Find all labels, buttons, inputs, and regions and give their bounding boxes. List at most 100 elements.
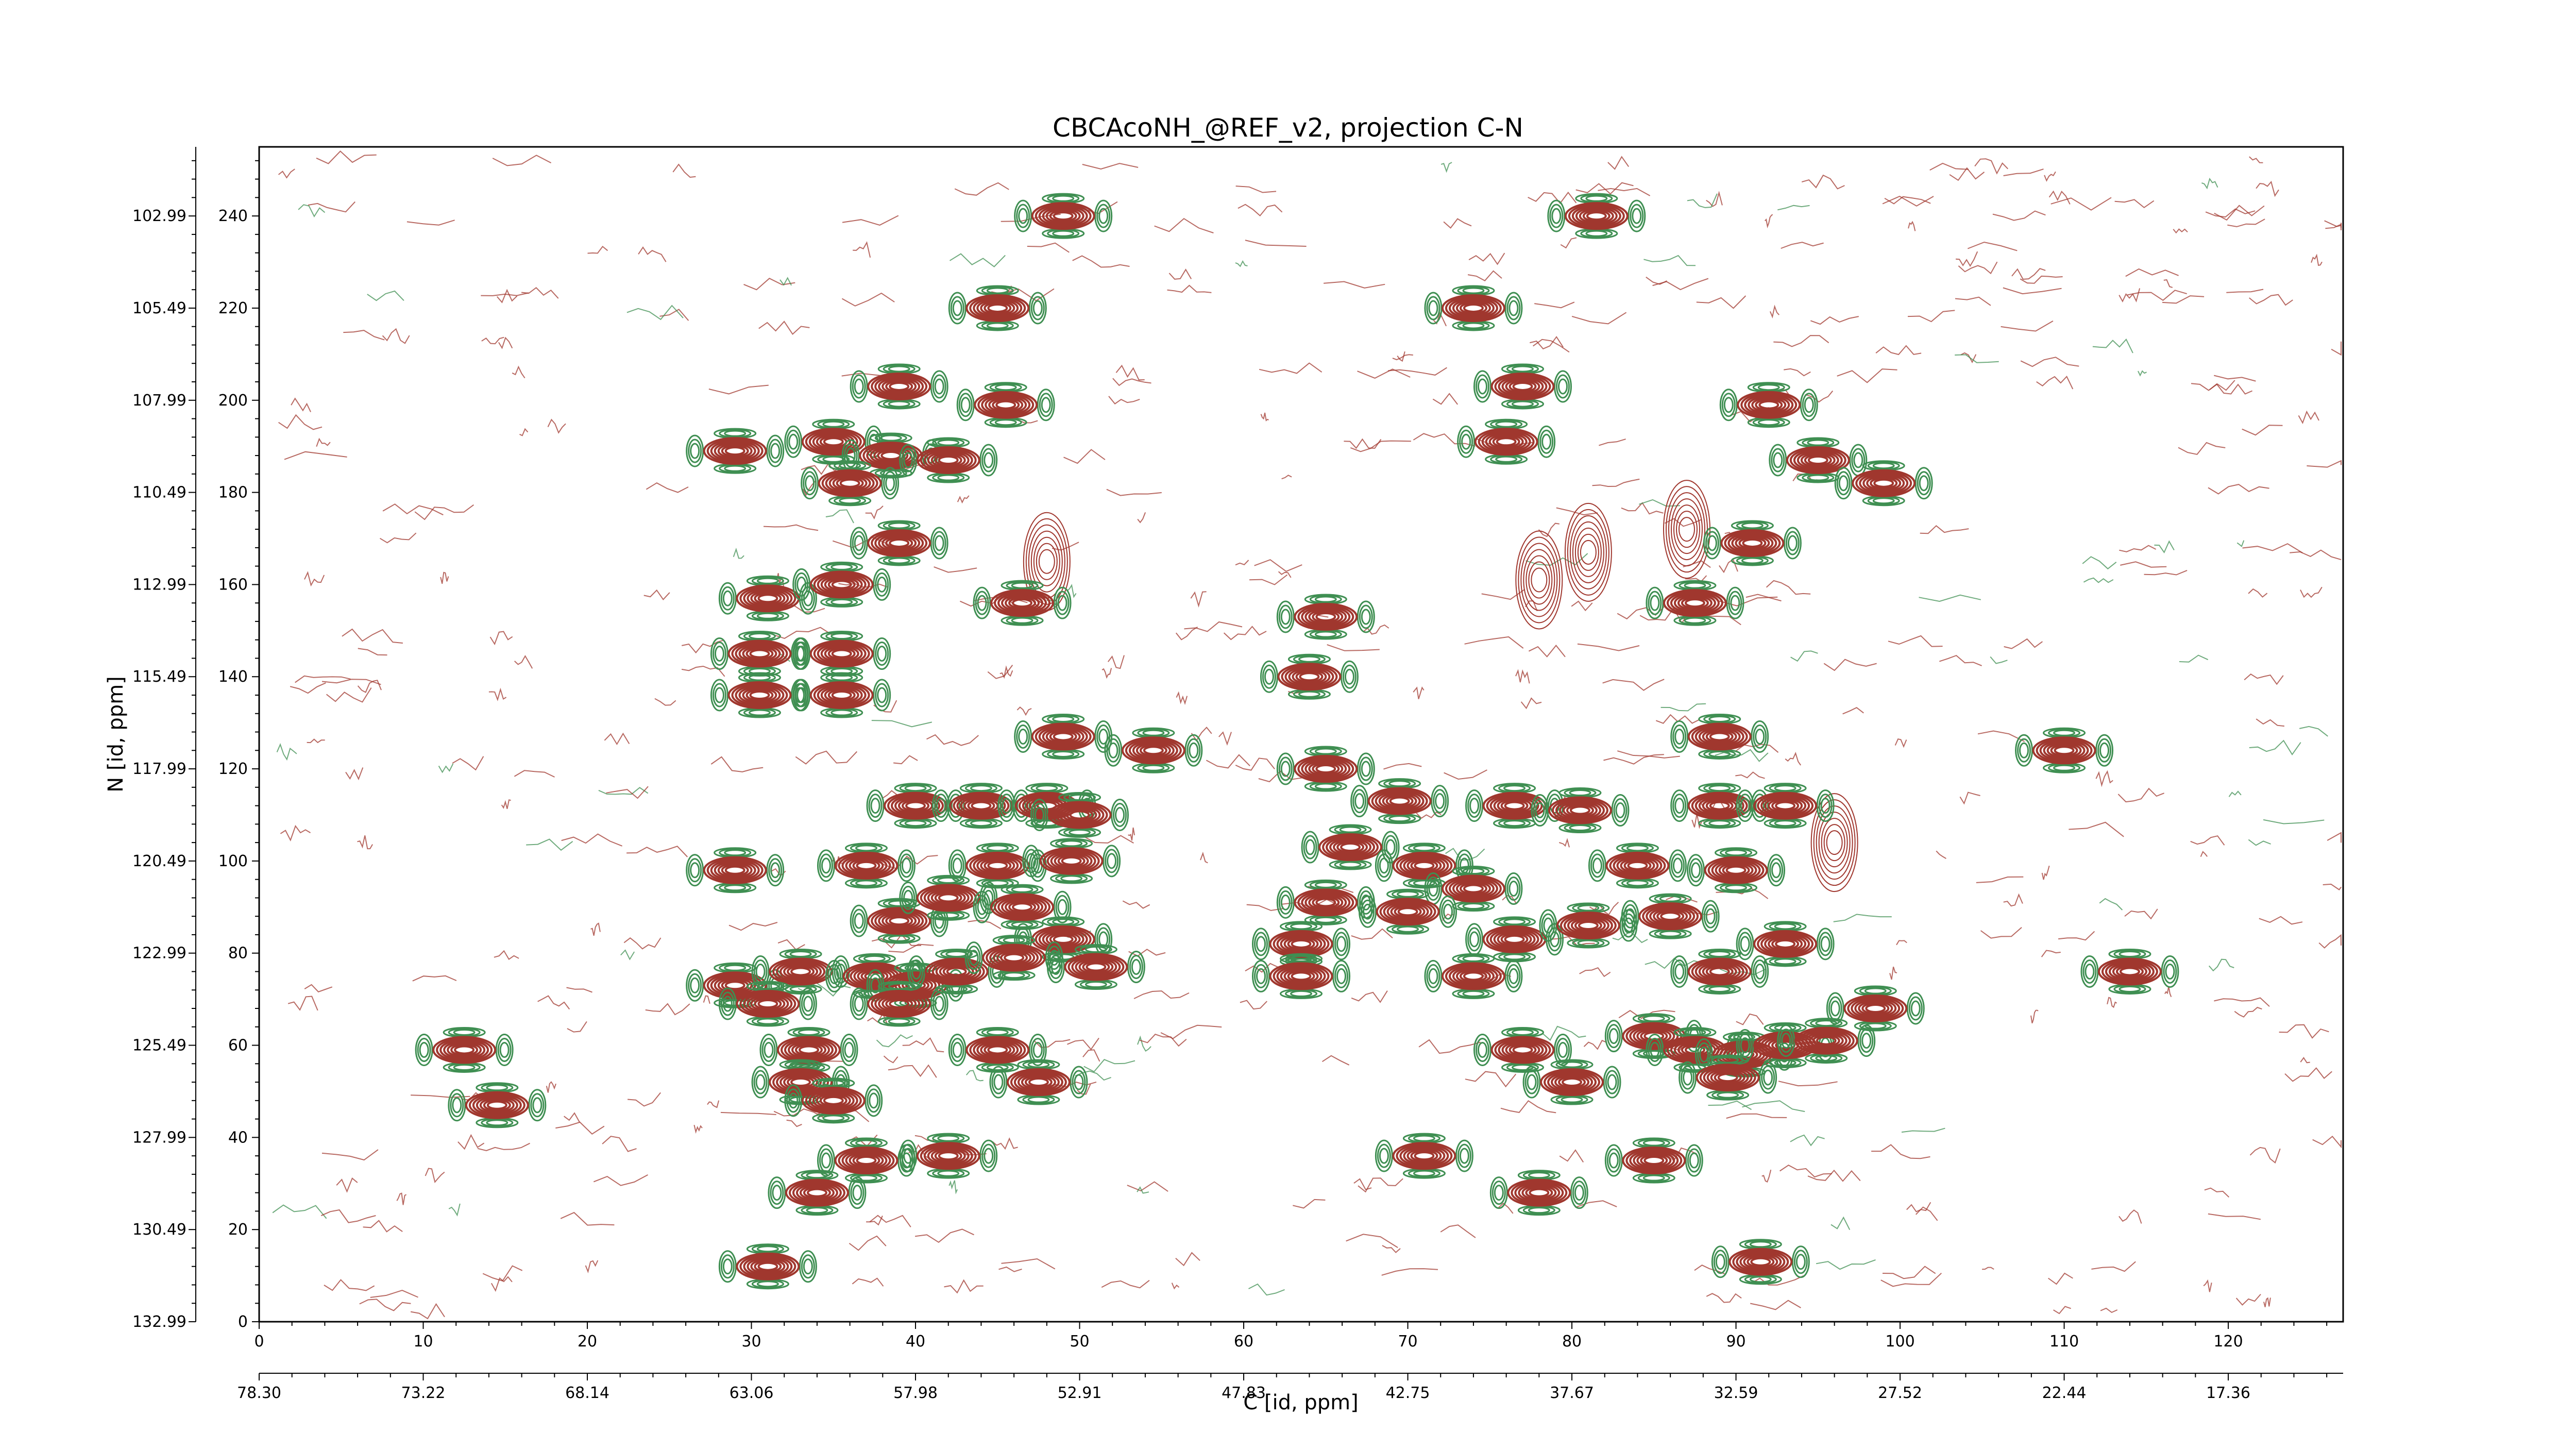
peak-side-lobe <box>786 1088 801 1113</box>
peak-side-lobe <box>1528 1207 1550 1214</box>
peak-contour <box>1492 435 1520 448</box>
peak-side-lobe <box>1684 1029 1706 1036</box>
noise-contour <box>672 163 696 178</box>
noise-contour <box>2244 673 2284 685</box>
peak-side-lobe <box>722 590 733 606</box>
noise-contour <box>2048 190 2071 205</box>
peak-side-lobe <box>1650 595 1660 611</box>
peak <box>710 631 809 677</box>
peak-contour <box>1308 609 1344 625</box>
peak-side-lobe <box>1462 322 1485 329</box>
peak-contour <box>1051 802 1108 828</box>
peak-contour <box>976 1040 1019 1059</box>
noise-contour <box>490 1276 513 1292</box>
peak-side-lobe <box>1615 802 1625 819</box>
peak-side-lobe <box>1477 1041 1487 1058</box>
y-tick-label: 180 <box>218 484 248 502</box>
noise-contour <box>1955 296 1991 306</box>
feature-contour <box>1810 793 1858 892</box>
peak-contour <box>1507 1178 1571 1207</box>
peak-side-lobe <box>875 683 889 707</box>
peak-side-lobe <box>1072 1070 1086 1094</box>
peak-side-lobe <box>1590 853 1604 878</box>
peak-contour <box>1521 1185 1557 1201</box>
peak-side-lobe <box>1254 964 1268 988</box>
noise-contour <box>876 1034 913 1048</box>
peak-contour <box>2105 961 2155 983</box>
noise-contour <box>1646 276 1667 285</box>
y-ppm-tick-label: 125.49 <box>132 1037 187 1055</box>
noise-contour <box>295 675 351 683</box>
peak-side-lobe <box>970 785 992 792</box>
peak-side-lobe <box>1503 820 1526 827</box>
peak-contour <box>731 641 788 666</box>
peak-contour <box>1694 726 1744 748</box>
peak-contour <box>1406 857 1442 873</box>
noise-contour <box>567 1021 587 1033</box>
peak-side-lobe <box>1305 839 1315 855</box>
peak-contour <box>874 993 924 1015</box>
peak-contour <box>1768 936 1803 952</box>
noise-contour <box>1575 1200 1617 1208</box>
peak-contour <box>934 1150 962 1162</box>
noise-contour <box>1200 851 1208 864</box>
noise-contour <box>280 824 311 842</box>
peak-side-lobe <box>986 287 1009 294</box>
peak-side-lobe <box>1836 471 1851 496</box>
noise-contour <box>1128 949 1166 957</box>
peak-contour <box>1709 732 1730 742</box>
feature-contour <box>1823 824 1845 862</box>
peak-side-lobe <box>1361 609 1371 625</box>
peak-side-lobe <box>855 845 877 852</box>
peak-contour <box>1758 400 1780 410</box>
feature-contour <box>1670 498 1703 561</box>
peak-side-lobe <box>1264 668 1274 685</box>
x-tick-label: 50 <box>1070 1333 1089 1351</box>
peak <box>964 935 1063 981</box>
peak-side-lobe <box>1503 918 1526 925</box>
noise-contour <box>1072 255 1130 268</box>
peak-contour <box>1643 1156 1665 1166</box>
peak-side-lobe <box>1098 208 1109 224</box>
peak-side-lobe <box>1462 990 1485 997</box>
peak-contour <box>1375 790 1425 812</box>
noise-contour <box>1498 1202 1514 1214</box>
peak-contour <box>974 391 1038 419</box>
peak-contour <box>1367 787 1432 815</box>
peak-side-lobe <box>969 950 979 966</box>
peak-side-lobe <box>1342 664 1357 689</box>
noise-contour <box>1660 703 1706 712</box>
noise-contour <box>998 1266 1022 1272</box>
peak-contour <box>450 1043 479 1056</box>
noise-contour <box>1980 927 2022 939</box>
peak-side-lobe <box>854 996 864 1012</box>
noise-contour <box>560 1211 615 1226</box>
x-ppm-tick-label: 47.83 <box>1222 1384 1266 1402</box>
peak-contour <box>1859 472 1909 494</box>
peak-side-lobe <box>1433 789 1447 814</box>
peak-contour <box>1297 890 1354 915</box>
peak-contour <box>882 913 917 929</box>
peak-contour <box>750 591 786 606</box>
feature-contour <box>1526 555 1553 605</box>
peak-side-lobe <box>2053 764 2076 771</box>
peak <box>801 460 900 507</box>
peak-contour <box>838 1148 895 1173</box>
peak-contour <box>1276 965 1326 987</box>
peak <box>948 285 1047 331</box>
peak-contour <box>465 1091 529 1119</box>
peak-contour <box>827 689 856 701</box>
noise-contour <box>1790 1134 1825 1147</box>
peak-contour <box>808 1089 858 1111</box>
peak-contour <box>779 962 822 981</box>
peak-side-lobe <box>770 443 781 459</box>
peak-contour <box>798 1045 819 1055</box>
peak-side-lobe <box>1428 300 1438 316</box>
peak-side-lobe <box>831 674 853 681</box>
noise-contour <box>2323 883 2342 890</box>
peak-contour <box>750 1258 786 1274</box>
noise-contour <box>1525 600 1538 612</box>
noise-contour <box>949 253 1006 267</box>
noise-contour <box>1281 475 1292 480</box>
peak-side-lobe <box>1705 531 1719 555</box>
